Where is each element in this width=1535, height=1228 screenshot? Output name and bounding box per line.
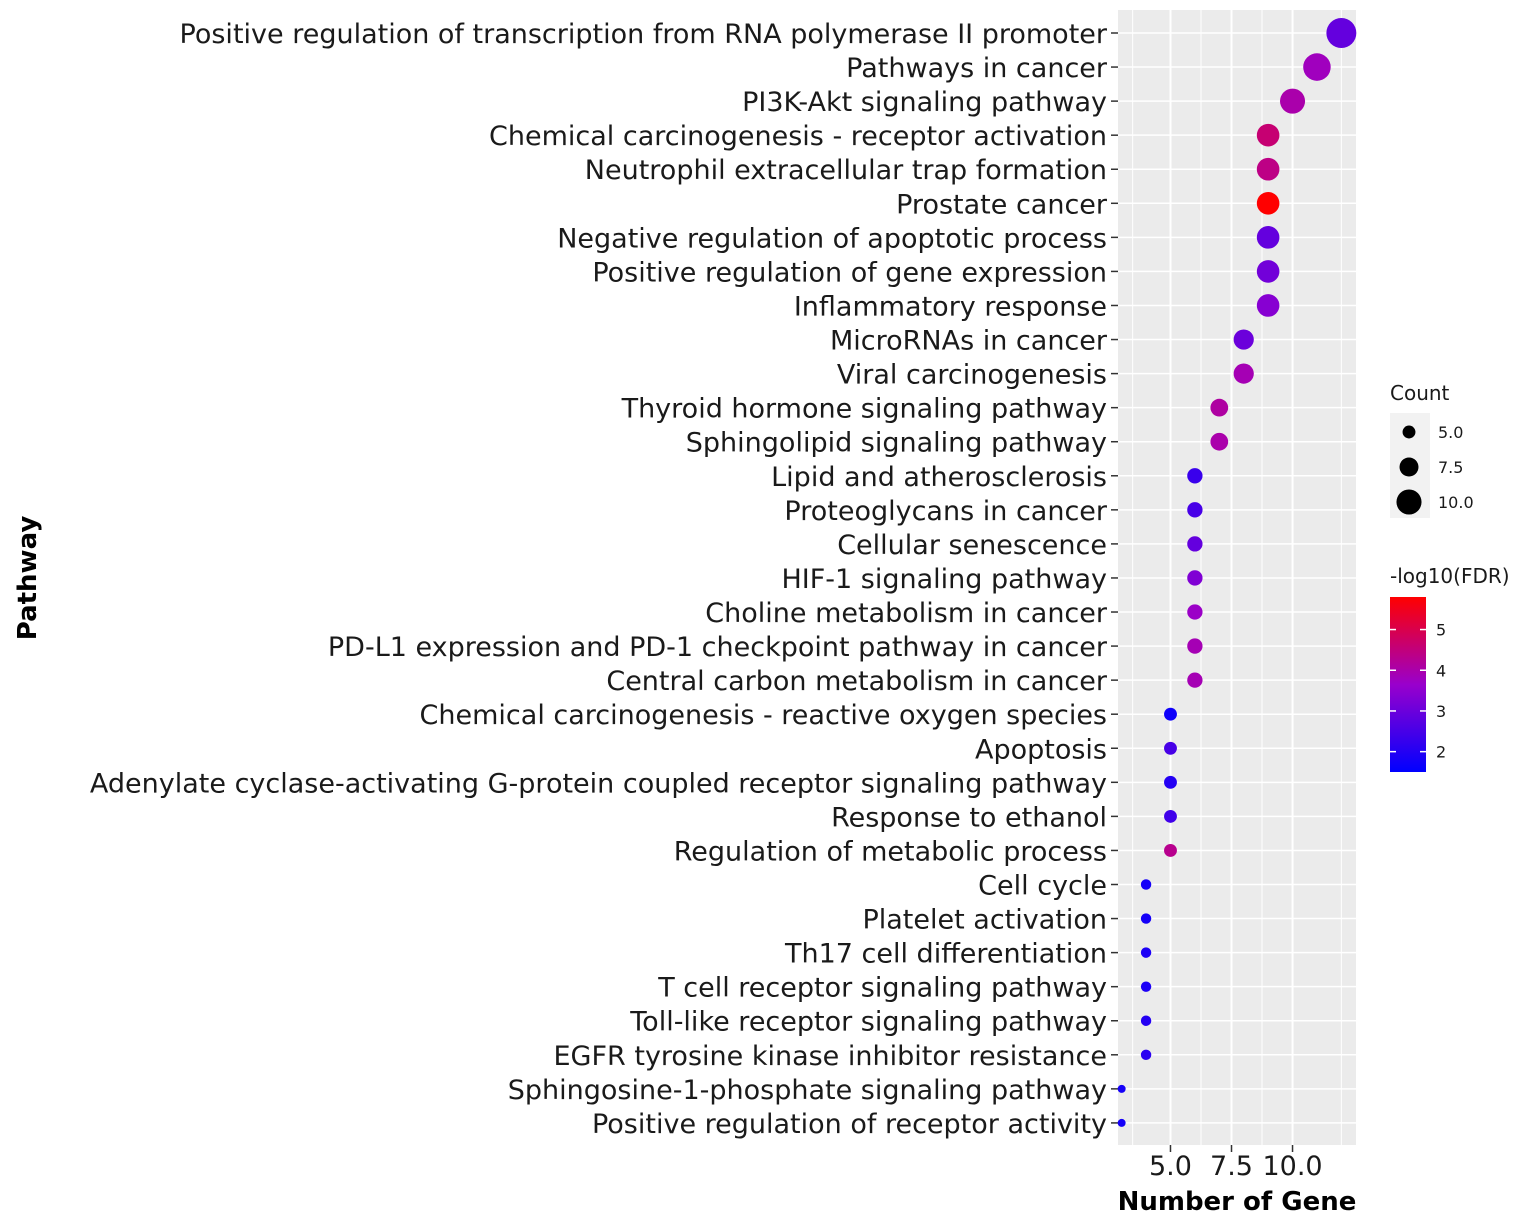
pathway-point bbox=[1140, 913, 1152, 924]
color-legend-label: 2 bbox=[1436, 743, 1446, 762]
pathway-label: Positive regulation of gene expression bbox=[592, 257, 1107, 288]
color-bar bbox=[1390, 597, 1426, 772]
pathway-label: HIF-1 signaling pathway bbox=[782, 564, 1108, 595]
pathway-point bbox=[1256, 226, 1280, 249]
pathway-label: Choline metabolism in cancer bbox=[705, 598, 1108, 629]
pathway-label: Cellular senescence bbox=[837, 530, 1107, 561]
y-axis-title: Pathway bbox=[13, 516, 43, 641]
pathway-point bbox=[1140, 1049, 1152, 1061]
pathway-label: Pathways in cancer bbox=[846, 53, 1108, 84]
pathway-point bbox=[1256, 157, 1280, 181]
pathway-point bbox=[1187, 672, 1203, 688]
pathway-point bbox=[1256, 123, 1280, 147]
pathway-point bbox=[1117, 1084, 1126, 1093]
pathway-label: Apoptosis bbox=[975, 734, 1107, 765]
pathway-point bbox=[1140, 1015, 1152, 1026]
size-legend-dot bbox=[1402, 425, 1416, 439]
pathway-label: MicroRNAs in cancer bbox=[830, 326, 1108, 357]
x-axis-ticks: 5.0 7.5 10.0 bbox=[1149, 1145, 1323, 1182]
pathway-label: Response to ethanol bbox=[831, 802, 1107, 833]
pathway-point bbox=[1233, 363, 1254, 384]
pathway-label: Neutrophil extracellular trap formation bbox=[585, 155, 1107, 186]
pathway-point bbox=[1326, 18, 1357, 48]
pathway-point bbox=[1140, 981, 1152, 992]
pathway-label: Sphingolipid signaling pathway bbox=[686, 428, 1107, 459]
pathway-point bbox=[1140, 947, 1152, 958]
color-legend-label: 5 bbox=[1436, 621, 1446, 640]
pathway-label: Viral carcinogenesis bbox=[837, 360, 1107, 391]
x-axis-title: Number of Gene bbox=[1118, 1187, 1357, 1217]
pathway-point bbox=[1210, 398, 1229, 417]
size-legend-dot bbox=[1399, 457, 1419, 477]
pathway-label: PI3K-Akt signaling pathway bbox=[742, 87, 1107, 118]
pathway-label: EGFR tyrosine kinase inhibitor resistanc… bbox=[554, 1041, 1108, 1072]
color-legend-title: -log10(FDR) bbox=[1390, 564, 1510, 588]
pathway-label: Positive regulation of receptor activity bbox=[592, 1109, 1107, 1140]
color-legend-ticks: 5 4 3 2 bbox=[1390, 621, 1446, 762]
pathway-point bbox=[1187, 638, 1203, 654]
pathway-label: Cell cycle bbox=[978, 871, 1107, 902]
color-legend-label: 4 bbox=[1436, 661, 1446, 680]
pathway-point bbox=[1256, 191, 1280, 215]
size-legend-title: Count bbox=[1390, 381, 1450, 405]
x-tick-label: 10.0 bbox=[1262, 1151, 1322, 1182]
pathway-point bbox=[1117, 1118, 1126, 1127]
pathway-label: Platelet activation bbox=[862, 905, 1107, 936]
pathway-point bbox=[1233, 329, 1254, 350]
pathway-label: Inflammatory response bbox=[794, 291, 1107, 322]
pathway-label: Chemical carcinogenesis - reactive oxyge… bbox=[420, 700, 1107, 731]
pathway-label: Chemical carcinogenesis - receptor activ… bbox=[489, 121, 1107, 152]
color-legend: -log10(FDR) 5 4 3 2 bbox=[1390, 564, 1510, 772]
pathway-label: Th17 cell differentiation bbox=[784, 939, 1107, 970]
pathway-label: Regulation of metabolic process bbox=[674, 836, 1107, 867]
pathway-point bbox=[1187, 502, 1203, 518]
pathway-label: Prostate cancer bbox=[896, 189, 1108, 220]
pathway-point bbox=[1187, 468, 1203, 484]
pathway-label: PD-L1 expression and PD-1 checkpoint pat… bbox=[328, 632, 1108, 663]
pathway-label: Sphingosine-1-phosphate signaling pathwa… bbox=[508, 1075, 1107, 1106]
size-legend: Count 5.0 7.5 10.0 bbox=[1390, 381, 1474, 518]
pathway-label: T cell receptor signaling pathway bbox=[657, 973, 1107, 1004]
pathway-label: Proteoglycans in cancer bbox=[784, 496, 1107, 527]
pathway-point bbox=[1303, 53, 1331, 81]
pathway-label: Thyroid hormone signaling pathway bbox=[621, 394, 1107, 425]
pathway-label: Central carbon metabolism in cancer bbox=[606, 666, 1108, 697]
pathway-point bbox=[1140, 879, 1152, 890]
pathway-point bbox=[1210, 432, 1229, 451]
x-tick-label: 5.0 bbox=[1149, 1151, 1192, 1182]
pathway-point bbox=[1164, 775, 1177, 789]
pathway-label: Positive regulation of transcription fro… bbox=[180, 19, 1108, 50]
pathway-point bbox=[1164, 809, 1177, 823]
pathway-label: Negative regulation of apoptotic process bbox=[557, 223, 1107, 254]
pathway-point bbox=[1164, 707, 1177, 721]
pathway-point bbox=[1256, 260, 1280, 283]
grid-lines bbox=[1118, 10, 1356, 1145]
pathway-point bbox=[1187, 570, 1203, 586]
size-legend-label: 10.0 bbox=[1438, 493, 1474, 512]
pathway-label: Toll-like receptor signaling pathway bbox=[629, 1007, 1107, 1038]
size-legend-dot bbox=[1396, 489, 1422, 515]
color-legend-label: 3 bbox=[1436, 702, 1446, 721]
pathway-label: Adenylate cyclase-activating G-protein c… bbox=[90, 768, 1107, 799]
size-legend-keys: 5.0 7.5 10.0 bbox=[1396, 423, 1474, 515]
pathway-point bbox=[1187, 604, 1203, 620]
pathway-point bbox=[1256, 294, 1280, 317]
pathway-point bbox=[1279, 88, 1306, 114]
x-tick-label: 7.5 bbox=[1210, 1151, 1253, 1182]
pathway-point bbox=[1187, 536, 1203, 552]
pathway-label: Lipid and atherosclerosis bbox=[771, 462, 1107, 493]
size-legend-label: 5.0 bbox=[1438, 423, 1463, 442]
pathway-point bbox=[1164, 741, 1177, 755]
size-legend-label: 7.5 bbox=[1438, 458, 1463, 477]
pathway-labels: Positive regulation of transcription fro… bbox=[90, 19, 1118, 1140]
data-points bbox=[1117, 18, 1357, 1127]
pathway-point bbox=[1164, 844, 1177, 857]
